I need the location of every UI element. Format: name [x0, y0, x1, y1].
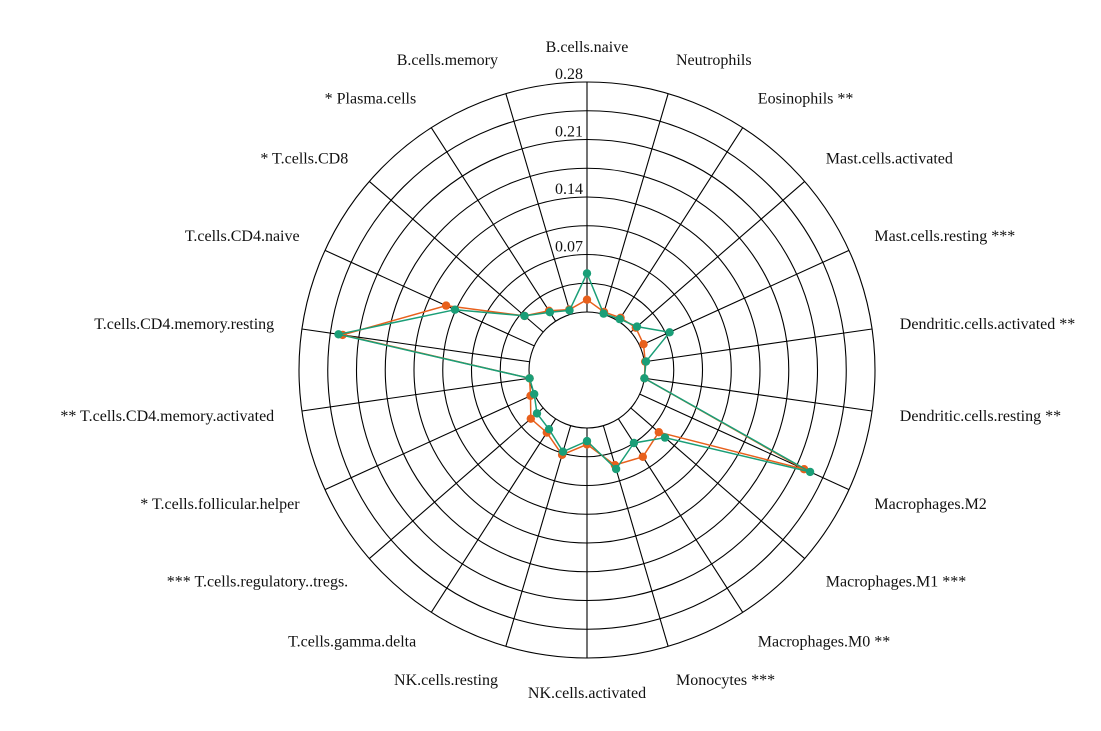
- series-0-point-4: [639, 340, 648, 349]
- series-0-point-8: [654, 428, 663, 437]
- series-1-point-2: [615, 314, 624, 324]
- spoke-9: [617, 418, 744, 613]
- category-label-8: Macrophages.M1 ***: [826, 574, 966, 591]
- series-1-point-1: [599, 309, 608, 318]
- category-label-1: Neutrophils: [676, 52, 752, 69]
- category-label-13: T.cells.gamma.delta: [288, 634, 416, 651]
- series-1-point-0: [582, 269, 592, 278]
- category-label-5: Dendritic.cells.activated **: [900, 316, 1075, 333]
- radar-series: [334, 269, 815, 477]
- category-label-20: * Plasma.cells: [325, 90, 417, 107]
- series-0-point-0: [582, 295, 592, 304]
- spoke-7: [639, 393, 850, 491]
- spoke-3: [630, 180, 806, 333]
- spoke-16: [301, 377, 530, 412]
- category-label-7: Macrophages.M2: [874, 496, 986, 513]
- spoke-5: [644, 328, 873, 363]
- series-1-point-10: [611, 464, 621, 474]
- series-1-point-14: [532, 409, 542, 418]
- tick-label-2: 0.21: [555, 124, 583, 141]
- category-label-18: T.cells.CD4.naive: [185, 228, 300, 245]
- radial-tick-labels: 0.07 0.14 0.21 0.28: [555, 66, 583, 256]
- spoke-12: [505, 425, 572, 647]
- grid-ring-0: [528, 311, 646, 429]
- category-label-2: Eosinophils **: [758, 90, 854, 107]
- series-1-point-19: [520, 311, 529, 321]
- series-1-point-21: [565, 306, 574, 315]
- spoke-20: [430, 127, 557, 322]
- series-1-point-20: [545, 308, 555, 317]
- series-1-line: [338, 271, 811, 473]
- series-0-point-18: [441, 301, 451, 310]
- category-label-15: * T.cells.follicular.helper: [140, 496, 300, 513]
- category-label-6: Dendritic.cells.resting **: [900, 408, 1061, 425]
- category-label-14: *** T.cells.regulatory..tregs.: [167, 574, 348, 591]
- category-label-11: NK.cells.activated: [528, 685, 646, 702]
- tick-label-1: 0.14: [555, 181, 583, 198]
- series-1-point-17: [334, 330, 343, 339]
- radar-spokes: [301, 82, 873, 658]
- series-0-line: [342, 298, 805, 470]
- series-1-point-11: [582, 436, 592, 446]
- series-1-point-6: [640, 374, 649, 383]
- tick-label-3: 0.28: [555, 66, 583, 83]
- series-1-point-15: [530, 389, 539, 399]
- category-label-3: Mast.cells.activated: [826, 151, 953, 168]
- category-label-9: Macrophages.M0 **: [758, 634, 890, 651]
- series-1-point-13: [544, 425, 554, 434]
- spoke-19: [368, 180, 544, 333]
- series-0-point-14: [526, 414, 535, 423]
- series-1-point-12: [558, 447, 568, 456]
- category-label-19: * T.cells.CD8: [260, 151, 348, 168]
- spoke-21: [505, 93, 572, 315]
- series-1-point-18: [450, 305, 460, 314]
- series-1-point-5: [641, 357, 651, 366]
- spoke-6: [644, 377, 873, 412]
- category-label-17: T.cells.CD4.memory.resting: [94, 316, 274, 333]
- category-label-4: Mast.cells.resting ***: [874, 228, 1015, 245]
- series-1-point-3: [632, 322, 642, 331]
- spoke-1: [602, 93, 669, 315]
- series-0-point-9: [638, 452, 647, 461]
- tick-label-0: 0.07: [555, 239, 583, 256]
- series-1-point-4: [665, 328, 674, 337]
- category-labels: B.cells.naive Neutrophils Eosinophils ** Ma…: [60, 39, 1075, 702]
- spoke-13: [430, 418, 557, 613]
- series-1-point-7: [805, 467, 815, 477]
- spoke-2: [617, 127, 744, 322]
- category-label-21: B.cells.memory: [397, 52, 498, 69]
- series-1-point-9: [629, 438, 639, 448]
- spoke-15: [324, 393, 535, 491]
- category-label-16: ** T.cells.CD4.memory.activated: [60, 408, 274, 425]
- category-label-0: B.cells.naive: [546, 39, 629, 56]
- spoke-14: [368, 407, 544, 560]
- spoke-4: [639, 249, 850, 347]
- series-1-point-16: [525, 374, 534, 383]
- category-label-10: Monocytes ***: [676, 672, 775, 689]
- category-label-12: NK.cells.resting: [394, 672, 498, 689]
- spoke-18: [324, 249, 535, 347]
- series-1-point-8: [660, 433, 670, 442]
